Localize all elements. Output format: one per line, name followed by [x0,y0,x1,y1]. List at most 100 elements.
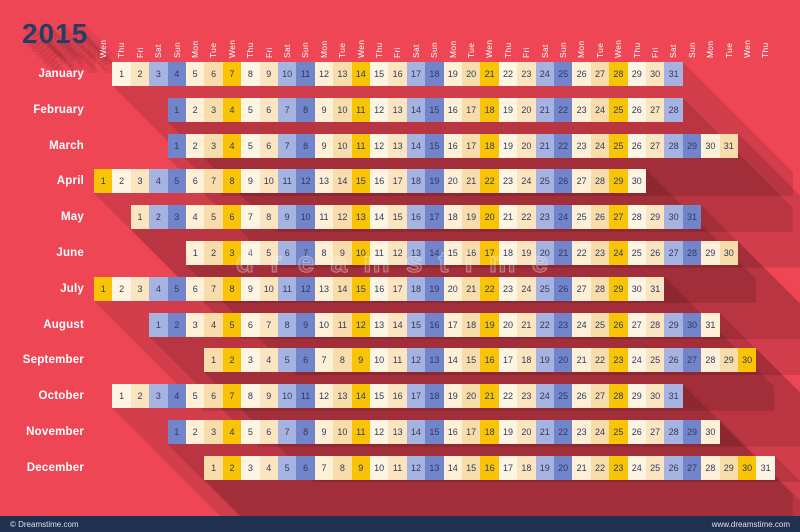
day-cell: 3 [204,133,223,158]
calendar-poster: 2015 Wen Thu Fri Sat Sun Mon Tue Wen Thu Fri Sat Su… [0,0,800,516]
day-cell: 7 [277,97,297,122]
calendar-grid: Wen Thu Fri Sat Sun Mon Tue Wen Thu Fri Sat Sun Mon T… [61,40,800,516]
day-cell: 30 [737,455,757,480]
weekday-label: Fri [521,47,532,58]
day-cell: 5 [167,276,186,301]
weekday-label: Thu [374,42,384,58]
day-cell: 26 [590,205,610,230]
day-cell: 4 [167,62,186,86]
day-cell: 7 [222,62,242,86]
day-cell: 14 [333,276,352,301]
day-cell: 7 [277,420,297,444]
month-strip: 1 2 3 4 5 6 7 8 9 10 11 12 13 14 15 16 17 18 19 20 21 22 23 24 2… [167,420,720,444]
day-cell: 4 [185,205,205,230]
day-cell: 27 [590,62,610,86]
day-cell: 30 [701,133,720,158]
day-cell: 16 [370,276,389,301]
day-cell: 17 [406,62,426,86]
day-cell: 25 [535,169,554,194]
day-cell: 25 [553,62,573,86]
day-cell: 22 [480,169,499,194]
day-cell: 24 [590,133,610,158]
day-cell: 10 [277,62,297,86]
day-cell: 6 [204,62,223,86]
day-cell: 5 [241,420,260,444]
day-cell: 1 [94,169,113,194]
day-cell: 17 [425,205,444,230]
day-cell: 21 [554,241,573,265]
day-cell: 18 [480,420,499,444]
day-cell: 14 [333,169,352,194]
day-cell: 28 [645,312,665,337]
day-cell: 25 [609,133,628,158]
weekday-label: Mon [447,40,458,58]
weekday-label: Tue [594,42,605,58]
day-cell: 1 [112,384,131,409]
day-cell: 21 [480,62,499,86]
day-cell: 6 [186,169,205,194]
month-label: May [61,211,84,224]
day-cell: 25 [572,205,591,230]
day-cell: 8 [314,241,334,265]
day-cell: 4 [222,133,242,158]
day-cell: 21 [572,455,591,480]
weekday-label: Tue [466,42,476,58]
day-cell: 27 [682,348,702,373]
day-cell: 10 [259,276,278,301]
day-cell: 23 [590,241,610,265]
day-cell: 6 [259,133,278,158]
day-cell: 5 [277,455,297,480]
day-cell: 8 [296,133,315,158]
day-cell: 10 [277,384,297,409]
day-cell: 18 [480,133,499,158]
day-cell: 21 [535,133,554,158]
day-cell: 1 [204,455,223,480]
day-cell: 26 [627,420,646,444]
day-cell: 9 [314,133,334,158]
day-cell: 26 [572,384,591,409]
month-strip: 1 2 3 4 5 6 7 8 9 10 11 12 13 14 15 16 17 18 19 20 21 22 23 24 2… [130,205,702,230]
day-cell: 20 [443,276,462,301]
day-cell: 15 [369,62,389,86]
day-cell: 12 [369,420,389,444]
day-cell: 7 [314,348,334,373]
day-cell: 7 [204,276,223,301]
day-cell: 26 [627,133,646,158]
weekday-label: Sun [171,41,182,58]
day-cell: 3 [130,276,150,301]
day-cell: 26 [572,62,591,86]
day-cell: 29 [682,420,702,444]
weekday-label: Sat [282,44,292,58]
month-strip: 1 2 3 4 5 6 7 8 9 10 11 12 13 14 15 16 17 18 19 20 21 22 23 24 2… [94,169,646,194]
day-cell: 21 [517,312,536,337]
day-cell: 8 [222,169,242,194]
day-cell: 21 [480,384,499,409]
day-cell: 29 [627,62,646,86]
day-cell: 30 [719,241,738,265]
day-cell: 31 [756,455,775,480]
day-cell: 13 [314,276,334,301]
day-cell: 18 [498,241,518,265]
month-strip: 1 2 3 4 5 6 7 8 9 10 11 12 13 14 15 16 17 18 19 20 21 22 23 24 2… [112,384,683,409]
day-cell: 6 [259,420,278,444]
weekday-label: Thu [502,42,513,58]
day-cell: 9 [351,348,370,373]
day-cell: 20 [535,241,554,265]
day-cell: 27 [609,205,628,230]
day-cell: 7 [314,455,334,480]
day-cell: 10 [369,455,389,480]
day-cell: 9 [296,312,315,337]
day-cell: 10 [314,312,334,337]
day-cell: 9 [259,62,278,86]
day-cell: 9 [314,97,334,122]
day-cell: 11 [314,205,334,230]
day-cell: 15 [461,455,481,480]
day-cell: 19 [443,384,462,409]
day-cell: 24 [590,97,610,122]
day-cell: 11 [370,241,389,265]
weekday-label: Mon [318,40,329,58]
day-cell: 3 [167,205,186,230]
day-cell: 9 [241,276,260,301]
day-cell: 6 [204,384,223,409]
day-cell: 23 [498,276,518,301]
